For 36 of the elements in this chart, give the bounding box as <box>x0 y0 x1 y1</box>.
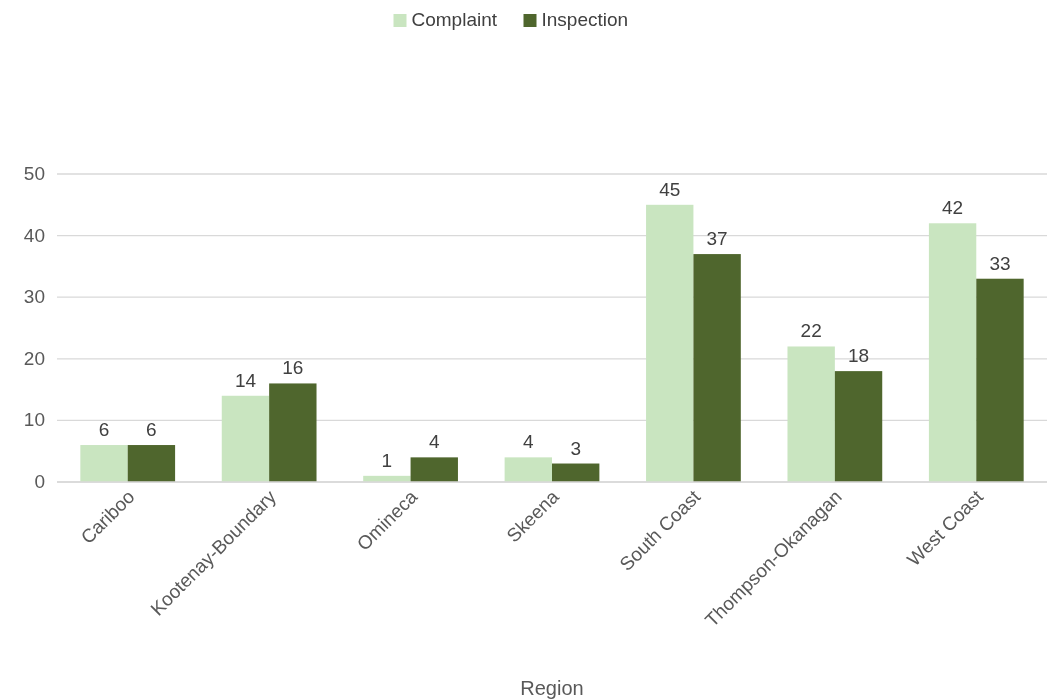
y-tick-label: 40 <box>23 224 45 246</box>
bar <box>504 457 552 482</box>
data-label: 4 <box>428 431 440 453</box>
bar <box>928 223 977 482</box>
data-label: 22 <box>800 320 822 342</box>
data-label: 42 <box>942 197 964 219</box>
data-label: 3 <box>570 437 581 459</box>
bar <box>834 371 883 482</box>
bar <box>269 383 317 482</box>
x-axis-title: Region <box>520 677 584 699</box>
y-tick-label: 30 <box>23 286 45 308</box>
y-tick-label: 0 <box>34 471 45 492</box>
legend-label: Inspection <box>541 9 629 30</box>
data-label: 6 <box>146 419 157 441</box>
bar <box>787 346 835 482</box>
bar <box>410 457 458 482</box>
data-label: 33 <box>989 252 1011 274</box>
data-label: 6 <box>98 419 110 441</box>
data-label: 16 <box>282 357 304 379</box>
legend-label: Complaint <box>411 9 498 30</box>
data-label: 45 <box>659 178 681 200</box>
data-label: 14 <box>234 369 257 391</box>
y-tick-label: 50 <box>23 163 45 184</box>
data-label: 4 <box>523 431 535 453</box>
bar <box>693 254 741 482</box>
bar <box>127 445 176 482</box>
data-label: 37 <box>706 228 728 250</box>
bar <box>976 278 1024 482</box>
bar <box>552 463 600 482</box>
data-label: 1 <box>381 449 393 471</box>
y-tick-label: 20 <box>23 347 45 369</box>
bar <box>221 395 270 482</box>
bar <box>80 445 128 482</box>
bar <box>646 204 694 482</box>
y-tick-label: 10 <box>23 409 45 431</box>
data-label: 18 <box>847 345 870 367</box>
